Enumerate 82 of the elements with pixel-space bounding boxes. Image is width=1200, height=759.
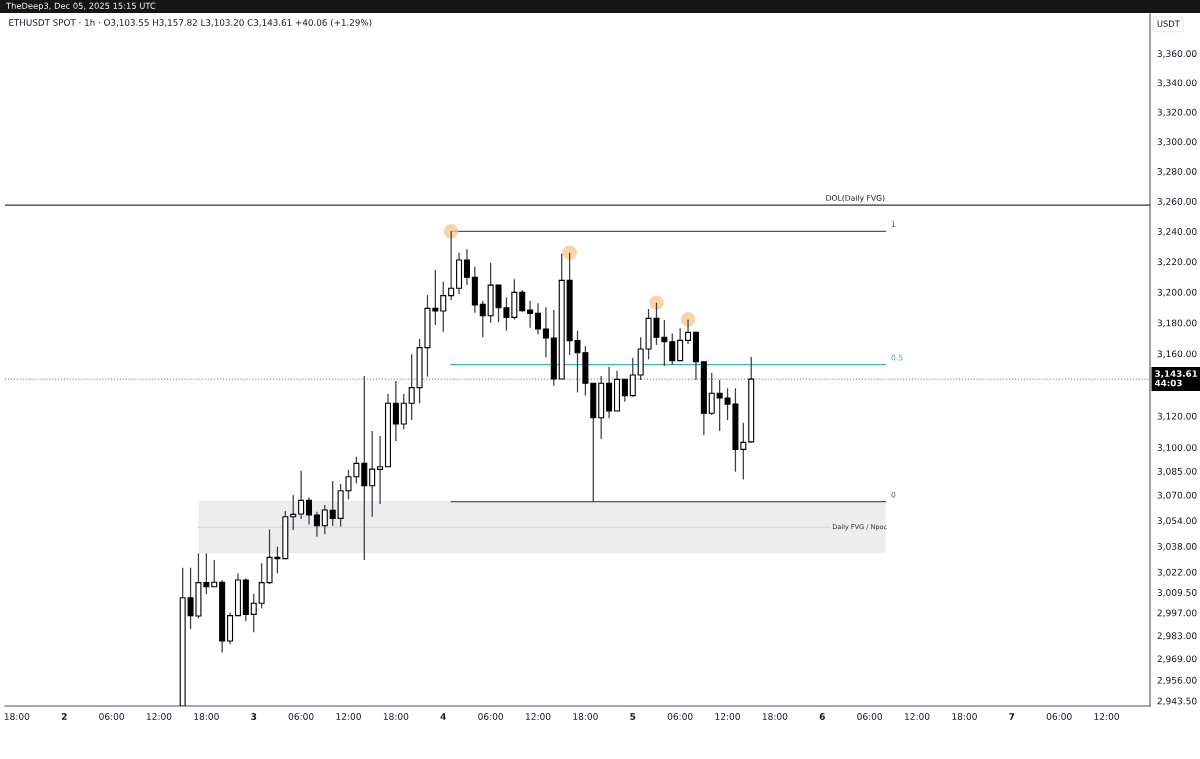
x-tick-label: 18:00	[194, 713, 219, 720]
x-tick-label: 18:00	[952, 713, 977, 720]
x-tick-label: 12:00	[336, 713, 361, 720]
y-axis-title: USDT	[1157, 20, 1180, 27]
y-tick-label: 3,300.00	[1157, 138, 1197, 147]
y-tick-label: 3,240.00	[1157, 228, 1197, 236]
candlestick	[669, 332, 676, 366]
y-tick-label: 2,983.00	[1157, 632, 1197, 641]
x-tick-label: 6	[819, 713, 825, 720]
x-tick-label: 12:00	[1094, 713, 1119, 720]
y-tick-label: 3,280.00	[1157, 168, 1197, 176]
y-tick-label: 3,085.00	[1157, 467, 1197, 476]
x-tick-label: 4	[440, 713, 446, 720]
x-tick-label: 18:00	[4, 713, 30, 720]
candlestick	[448, 230, 455, 301]
y-tick-label: 3,260.00	[1157, 197, 1197, 206]
point	[562, 245, 577, 260]
candlestick	[400, 393, 407, 430]
y-tick-label: 3,038.00	[1157, 542, 1197, 551]
candlestick	[250, 593, 257, 633]
text: ETHUSDT SPOT · 1h · O3,103.55 H3,157.82 L3,103.20 C3,143.61 +40.06 (+1.29%)	[9, 19, 372, 27]
x-tick-label: 18:00	[762, 713, 788, 720]
candlestick	[321, 504, 328, 535]
y-tick-label: 3,340.00	[1157, 79, 1197, 88]
candlestick	[685, 318, 692, 345]
candlestick	[298, 470, 305, 520]
candlestick	[329, 480, 336, 527]
candlestick	[377, 435, 384, 505]
y-tick-label: 3,009.50	[1157, 589, 1197, 597]
y-tick-label: 3,022.00	[1157, 568, 1197, 577]
x-tick-label: 06:00	[857, 713, 883, 720]
y-tick-label: 3,054.00	[1157, 517, 1197, 526]
candlestick	[535, 302, 542, 335]
x-tick-label: 06:00	[1046, 713, 1072, 720]
point	[649, 295, 664, 310]
x-tick-label: 7	[1009, 713, 1015, 720]
point	[443, 224, 459, 239]
y-tick-label: 3,120.00	[1157, 412, 1197, 421]
x-tick-label: 12:00	[146, 713, 172, 720]
x-tick-label: 06:00	[288, 713, 314, 720]
candlestick	[306, 496, 313, 526]
ref-line-label: 3,143.61 44:03	[1154, 370, 1198, 387]
candlestick	[519, 289, 526, 313]
candlestick	[290, 494, 297, 531]
y-tick-label: 3,180.00	[1157, 319, 1197, 328]
y-tick-label: 2,969.00	[1157, 655, 1197, 664]
candlestick	[479, 300, 486, 338]
x-tick-label: 06:00	[478, 713, 504, 720]
text: TheDeep3, Dec 05, 2025 15:15 UTC	[5, 2, 156, 11]
x-tick-label: 5	[630, 713, 636, 720]
y-tick-label: 2,956.00	[1157, 676, 1197, 685]
y-tick-label: 3,070.00	[1157, 491, 1197, 500]
x-tick-label: 12:00	[715, 713, 740, 720]
y-tick-label: 3,320.00	[1157, 108, 1197, 117]
candlestick	[361, 375, 368, 561]
x-tick-label: 18:00	[383, 713, 409, 720]
candlestick	[211, 559, 218, 588]
candlestick	[629, 357, 636, 398]
y-tick-label: 3,100.00	[1157, 444, 1197, 452]
candlestick	[621, 378, 628, 403]
candlestick	[440, 281, 447, 333]
candlestick	[463, 248, 470, 286]
candlestick	[527, 300, 534, 329]
x-tick-label: 3	[251, 713, 257, 720]
x-tick-label: 12:00	[526, 713, 551, 720]
y-tick-label: 2,943.50	[1157, 697, 1197, 706]
y-tick-label: 3,200.00	[1157, 288, 1197, 297]
candlestick	[369, 430, 376, 518]
y-tick-label: 3,160.00	[1157, 350, 1197, 359]
x-tick-label: 06:00	[667, 713, 693, 720]
candlestick	[677, 327, 684, 362]
x-tick-label: 2	[61, 713, 67, 720]
y-tick-label: 3,220.00	[1157, 258, 1197, 267]
x-tick-label: 18:00	[573, 713, 598, 720]
x-tick-label: 06:00	[99, 713, 125, 720]
y-tick-label: 3,360.00	[1157, 50, 1197, 58]
candlestick	[313, 511, 320, 538]
x-tick-label: 12:00	[905, 713, 930, 720]
y-tick-label: 2,997.00	[1157, 609, 1197, 618]
candlestick	[392, 380, 399, 442]
candlestick	[542, 306, 549, 358]
candlestick	[708, 372, 715, 416]
